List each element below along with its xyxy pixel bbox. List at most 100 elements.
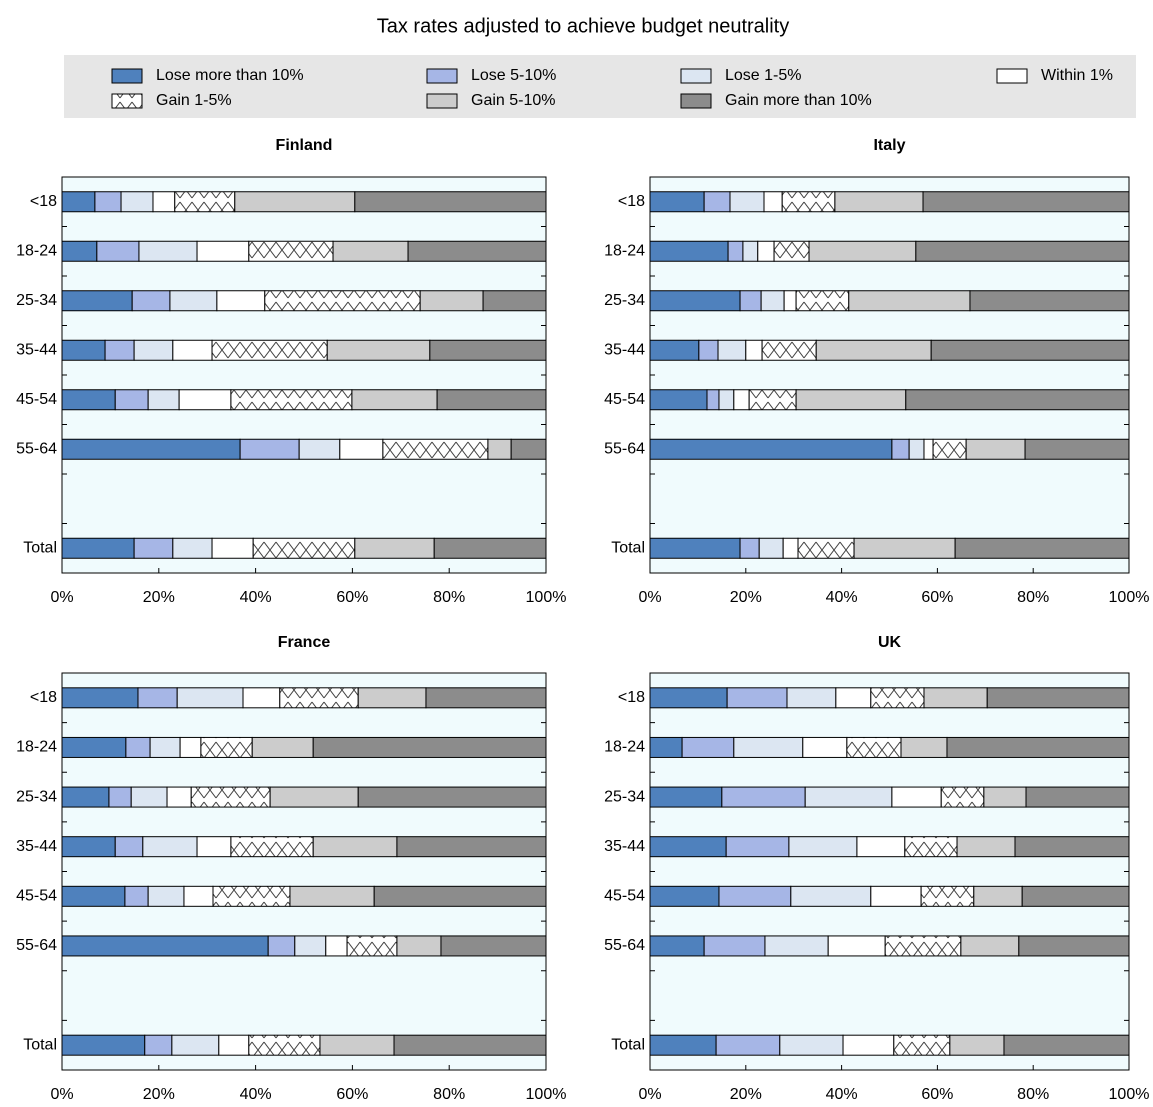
bar-segment bbox=[763, 191, 783, 213]
bar-segment bbox=[781, 191, 836, 213]
bar-segment bbox=[61, 736, 127, 758]
bar-segment bbox=[212, 885, 291, 907]
bar-segment bbox=[870, 687, 925, 709]
bar-segment bbox=[61, 191, 96, 213]
bar-segment bbox=[795, 290, 850, 312]
bar-segment bbox=[251, 736, 314, 758]
y-tick-label: Total bbox=[611, 1036, 645, 1053]
bar-segment bbox=[733, 389, 750, 411]
bar-segment bbox=[761, 339, 817, 361]
bar-segment bbox=[703, 935, 766, 957]
bar-segment bbox=[954, 537, 1130, 559]
bar-segment bbox=[718, 885, 792, 907]
bar-segment bbox=[758, 537, 784, 559]
bar-segment bbox=[802, 736, 848, 758]
bar-segment bbox=[834, 191, 924, 213]
bar-segment bbox=[298, 438, 341, 460]
bar-segment bbox=[242, 687, 281, 709]
bar-segment bbox=[176, 687, 244, 709]
bar-segment bbox=[804, 786, 893, 808]
bar-segment bbox=[425, 687, 547, 709]
legend-swatch bbox=[680, 68, 712, 84]
x-tick-label: 60% bbox=[921, 589, 953, 606]
plot-area bbox=[649, 176, 1130, 574]
bar-segment bbox=[891, 438, 910, 460]
bar-segment bbox=[698, 339, 719, 361]
bar-segment bbox=[649, 935, 705, 957]
bar-segment bbox=[125, 736, 151, 758]
bar-segment bbox=[908, 438, 925, 460]
bar-segment bbox=[649, 389, 708, 411]
x-tick-label: 40% bbox=[826, 1086, 858, 1102]
bar-segment bbox=[174, 191, 236, 213]
bar-segment bbox=[783, 290, 797, 312]
bar-segment bbox=[795, 389, 907, 411]
bar-segment bbox=[279, 687, 359, 709]
bar-segment bbox=[239, 438, 300, 460]
y-tick-label: Total bbox=[611, 539, 645, 556]
bar-segment bbox=[891, 786, 942, 808]
bar-segment bbox=[269, 786, 359, 808]
bar-segment bbox=[61, 389, 116, 411]
x-tick-label: 60% bbox=[921, 1086, 953, 1102]
bar-segment bbox=[166, 786, 192, 808]
bar-segment bbox=[354, 191, 547, 213]
bar-segment bbox=[142, 836, 198, 858]
bar-segment bbox=[61, 438, 241, 460]
bar-segment bbox=[248, 1034, 321, 1056]
bar-segment bbox=[1024, 438, 1130, 460]
y-tick-label: <18 bbox=[618, 193, 645, 210]
y-tick-label: 25-34 bbox=[604, 292, 645, 309]
bar-segment bbox=[172, 339, 213, 361]
bar-segment bbox=[149, 736, 181, 758]
bar-segment bbox=[171, 1034, 220, 1056]
bar-segment bbox=[1018, 935, 1130, 957]
bar-segment bbox=[969, 290, 1130, 312]
bar-segment bbox=[124, 885, 149, 907]
bar-segment bbox=[433, 537, 547, 559]
bar-segment bbox=[252, 537, 356, 559]
x-tick-label: 40% bbox=[240, 1086, 272, 1102]
bar-segment bbox=[835, 687, 872, 709]
x-tick-label: 60% bbox=[336, 1086, 368, 1102]
bar-segment bbox=[1025, 786, 1130, 808]
bar-segment bbox=[325, 935, 348, 957]
bar-segment bbox=[61, 290, 133, 312]
bar-segment bbox=[856, 836, 906, 858]
plot-area bbox=[649, 672, 1130, 1071]
bar-segment bbox=[312, 736, 547, 758]
bar-segment bbox=[354, 537, 435, 559]
bar-segment bbox=[649, 736, 683, 758]
y-tick-label: 45-54 bbox=[16, 391, 57, 408]
bar-segment bbox=[61, 836, 116, 858]
bar-segment bbox=[786, 687, 837, 709]
bar-segment bbox=[733, 736, 804, 758]
bar-segment bbox=[172, 537, 213, 559]
bar-segment bbox=[915, 240, 1130, 262]
bar-segment bbox=[905, 389, 1130, 411]
bar-segment bbox=[61, 786, 110, 808]
x-tick-label: 100% bbox=[526, 1086, 567, 1102]
y-tick-label: 45-54 bbox=[16, 888, 57, 905]
x-tick-label: 0% bbox=[50, 589, 73, 606]
bar-segment bbox=[211, 339, 328, 361]
bar-segment bbox=[721, 786, 806, 808]
y-tick-label: 55-64 bbox=[16, 440, 57, 457]
legend-box bbox=[64, 55, 1136, 118]
legend-label: Gain more than 10% bbox=[725, 92, 872, 109]
x-tick-label: 80% bbox=[433, 1086, 465, 1102]
bar-segment bbox=[649, 537, 741, 559]
bar-segment bbox=[61, 687, 139, 709]
bar-segment bbox=[248, 240, 334, 262]
bar-segment bbox=[1014, 836, 1130, 858]
bar-segment bbox=[436, 389, 547, 411]
bar-segment bbox=[147, 389, 180, 411]
y-tick-label: 18-24 bbox=[604, 242, 645, 259]
y-tick-label: <18 bbox=[30, 193, 57, 210]
bar-segment bbox=[983, 786, 1027, 808]
bar-segment bbox=[104, 339, 135, 361]
y-tick-label: Total bbox=[23, 1036, 57, 1053]
x-tick-label: 100% bbox=[1109, 1086, 1150, 1102]
legend-label: Lose 5-10% bbox=[471, 67, 556, 84]
